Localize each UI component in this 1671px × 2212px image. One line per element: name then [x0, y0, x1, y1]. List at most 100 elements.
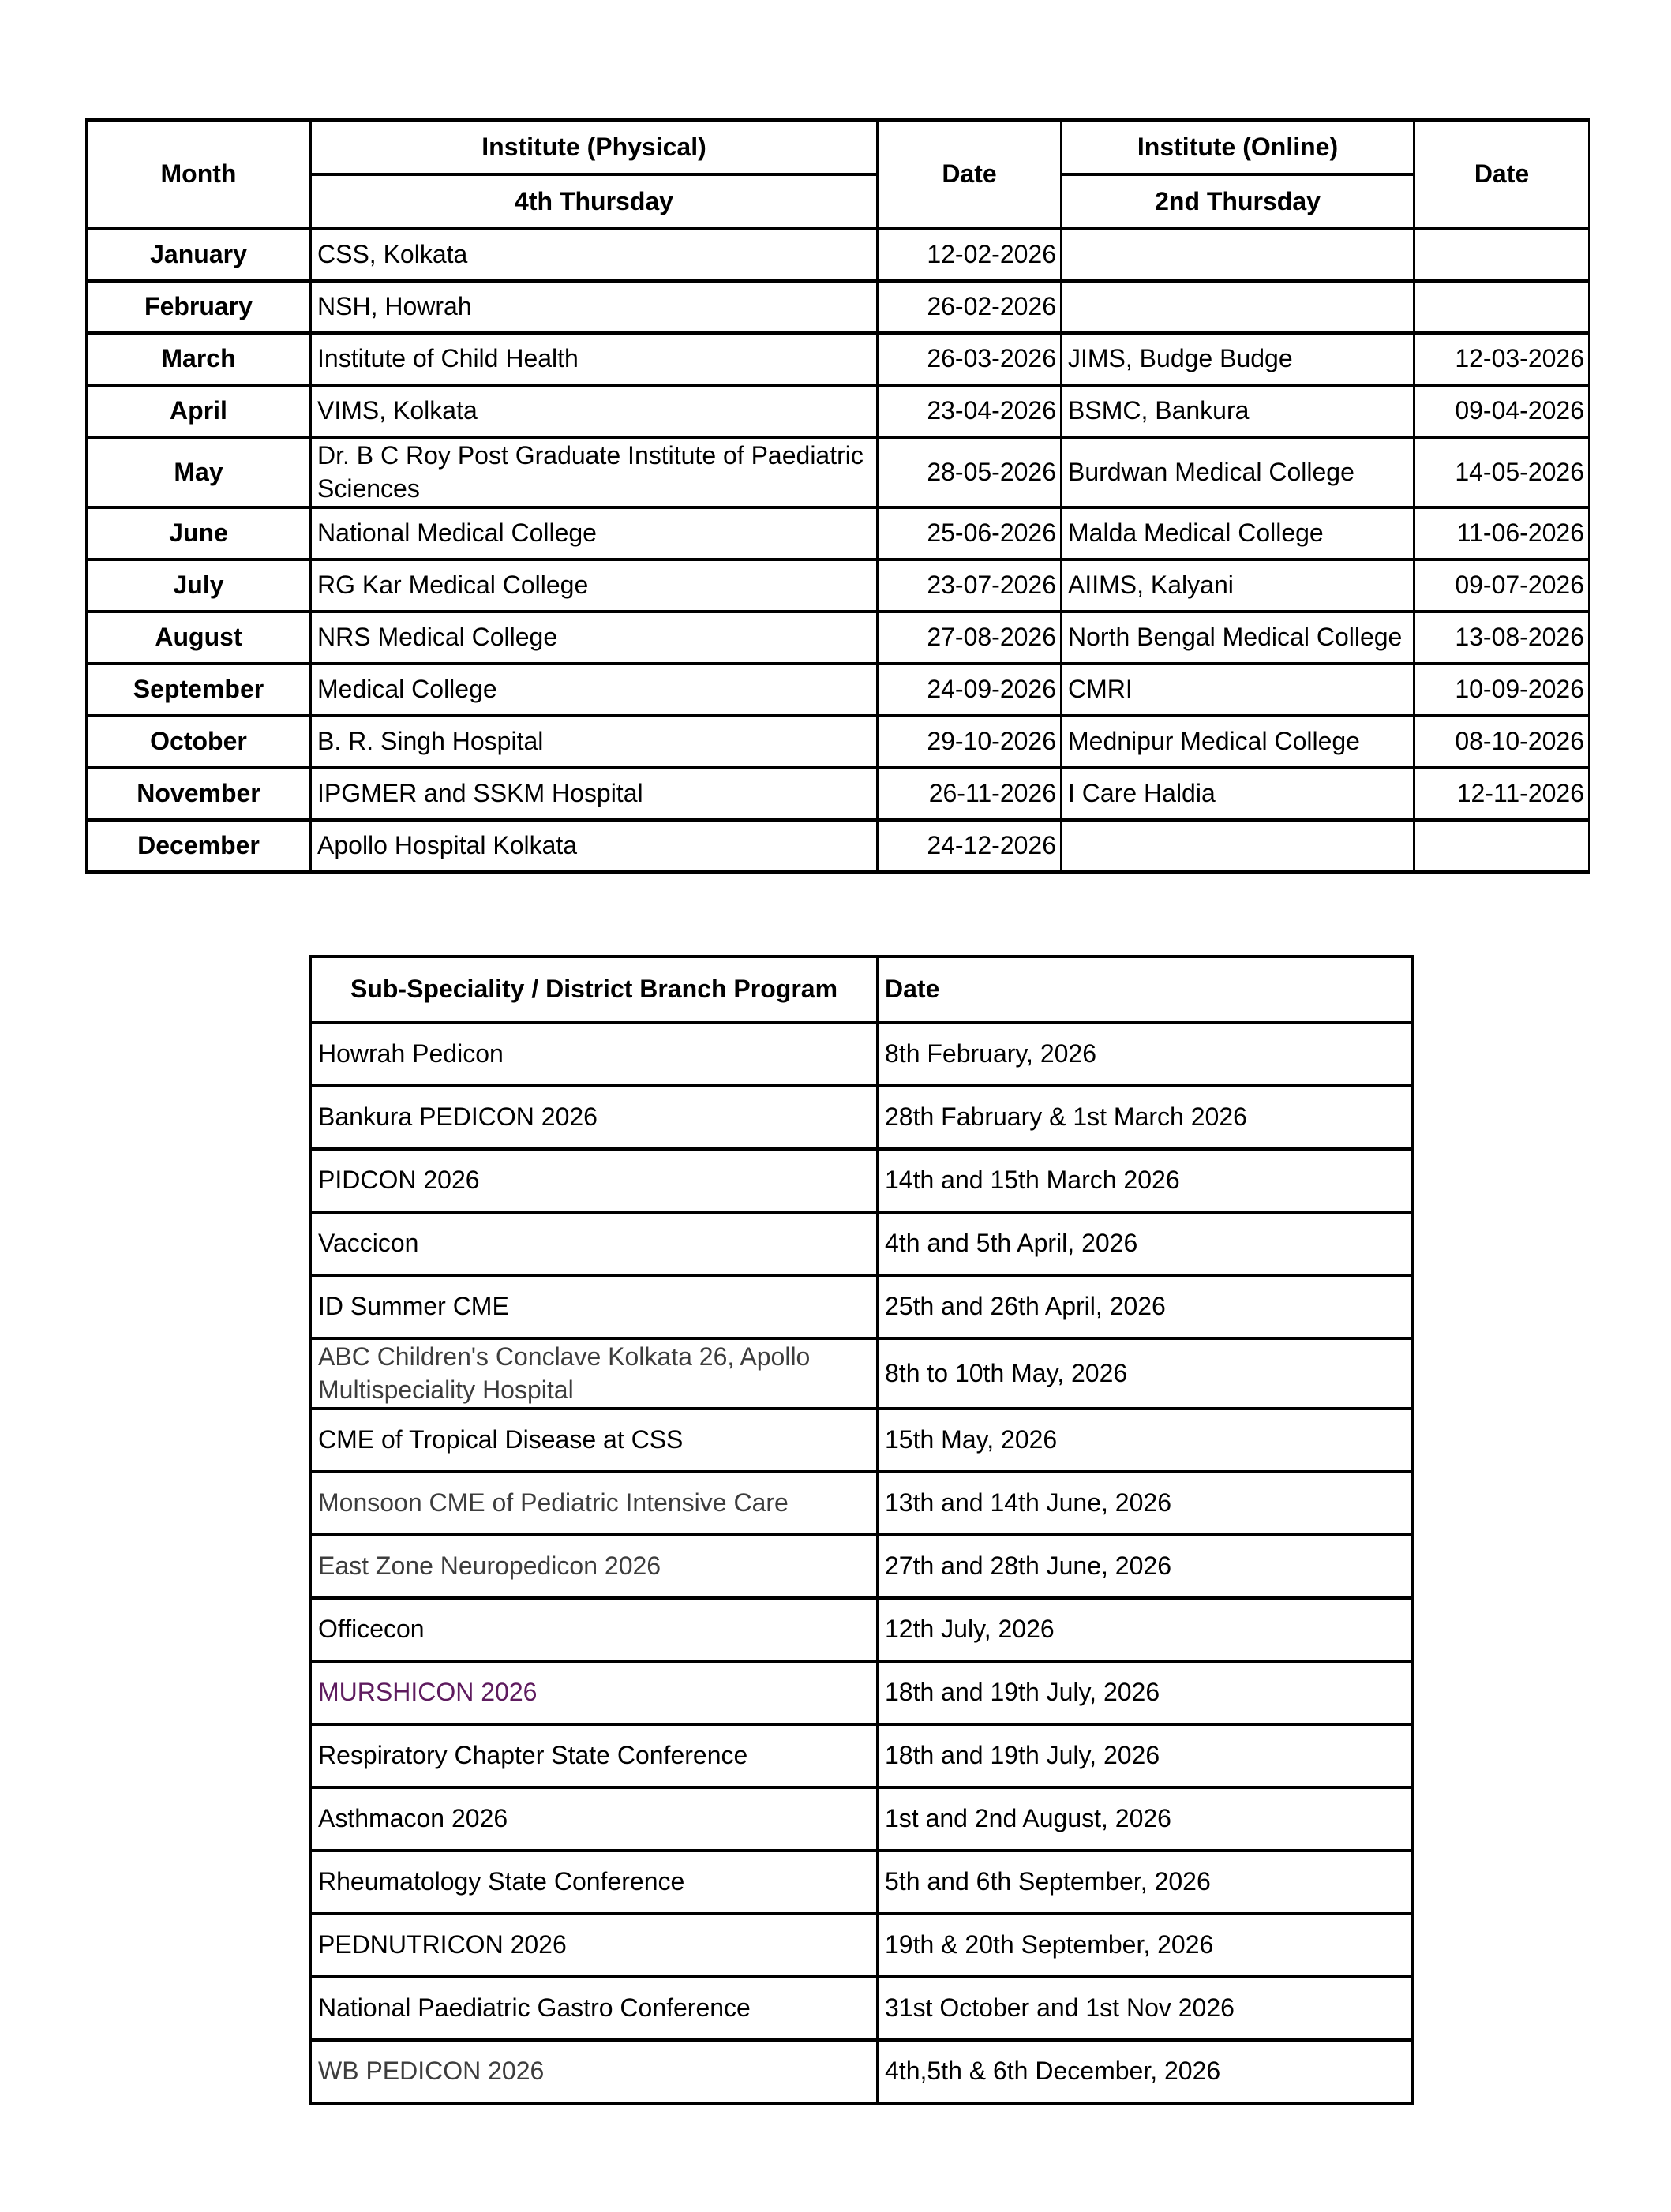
cell-physical-institute: NSH, Howrah — [309, 279, 879, 335]
cell-online-institute: Mednipur Medical College — [1060, 714, 1415, 770]
cell-physical-date: 26-11-2026 — [876, 766, 1062, 822]
monthly-table-body: January CSS, Kolkata 12-02-2026 February NSH… — [85, 227, 1590, 874]
cell-physical-date: 24-09-2026 — [876, 662, 1062, 718]
cell-program-date: 1st and 2nd August, 2026 — [876, 1786, 1414, 1853]
cell-online-date — [1413, 279, 1590, 335]
cell-program: CME of Tropical Disease at CSS — [309, 1407, 879, 1474]
cell-program-date: 25th and 26th April, 2026 — [876, 1274, 1414, 1340]
header-program: Sub-Speciality / District Branch Program — [309, 955, 879, 1024]
cell-physical-date: 24-12-2026 — [876, 818, 1062, 874]
program-table-row: ABC Children's Conclave Kolkata 26, Apol… — [309, 1336, 1414, 1411]
cell-physical-institute: Institute of Child Health — [309, 331, 879, 387]
program-table-row: Rheumatology State Conference 5th and 6th… — [309, 1849, 1414, 1916]
program-table-row: Officecon 12th July, 2026 — [309, 1596, 1414, 1664]
monthly-schedule-table-container: Month Institute (Physical) Date Institut… — [85, 118, 1590, 874]
cell-month: March — [85, 331, 312, 387]
cell-online-institute: AIIMS, Kalyani — [1060, 558, 1415, 614]
cell-online-institute: BSMC, Bankura — [1060, 384, 1415, 439]
program-table-row: Asthmacon 2026 1st and 2nd August, 2026 — [309, 1786, 1414, 1853]
cell-online-date: 08-10-2026 — [1413, 714, 1590, 770]
cell-physical-institute: NRS Medical College — [309, 610, 879, 666]
monthly-table-row: December Apollo Hospital Kolkata 24-12-202… — [85, 818, 1590, 874]
program-table-row: PEDNUTRICON 2026 19th & 20th September, 2… — [309, 1912, 1414, 1979]
program-table-row: Howrah Pedicon 8th February, 2026 — [309, 1021, 1414, 1087]
cell-program-date: 4th,5th & 6th December, 2026 — [876, 2038, 1414, 2105]
cell-program-date: 12th July, 2026 — [876, 1596, 1414, 1664]
cell-program-date: 13th and 14th June, 2026 — [876, 1470, 1414, 1537]
cell-program: Vaccicon — [309, 1211, 879, 1277]
program-table-row: Vaccicon 4th and 5th April, 2026 — [309, 1211, 1414, 1277]
cell-program-date: 5th and 6th September, 2026 — [876, 1849, 1414, 1916]
cell-program-date: 4th and 5th April, 2026 — [876, 1211, 1414, 1277]
monthly-header-row-2: 4th Thursday 2nd Thursday — [87, 173, 1590, 230]
monthly-table-row: January CSS, Kolkata 12-02-2026 — [85, 227, 1590, 283]
cell-physical-institute: VIMS, Kolkata — [309, 384, 879, 439]
cell-online-date: 12-11-2026 — [1413, 766, 1590, 822]
cell-physical-date: 12-02-2026 — [876, 227, 1062, 283]
cell-program: PEDNUTRICON 2026 — [309, 1912, 879, 1979]
monthly-table-row: April VIMS, Kolkata 23-04-2026 BSMC, Bankur… — [85, 384, 1590, 439]
monthly-table-row: August NRS Medical College 27-08-2026 North… — [85, 610, 1590, 666]
cell-program: ID Summer CME — [309, 1274, 879, 1340]
program-table-row: National Paediatric Gastro Conference 31s… — [309, 1975, 1414, 2042]
cell-physical-institute: IPGMER and SSKM Hospital — [309, 766, 879, 822]
cell-online-institute: CMRI — [1060, 662, 1415, 718]
cell-month: August — [85, 610, 312, 666]
cell-physical-date: 25-06-2026 — [876, 506, 1062, 562]
monthly-table-row: June National Medical College 25-06-2026 Ma… — [85, 506, 1590, 562]
cell-physical-date: 23-04-2026 — [876, 384, 1062, 439]
monthly-table-row: October B. R. Singh Hospital 29-10-2026 Med… — [85, 714, 1590, 770]
cell-online-date: 14-05-2026 — [1413, 435, 1590, 510]
monthly-table-row: November IPGMER and SSKM Hospital 26-11-20… — [85, 766, 1590, 822]
header-4th-thursday: 4th Thursday — [309, 173, 879, 230]
cell-physical-date: 26-03-2026 — [876, 331, 1062, 387]
program-table-body: Howrah Pedicon 8th February, 2026 Bankura … — [309, 1021, 1414, 2105]
cell-program-date: 15th May, 2026 — [876, 1407, 1414, 1474]
cell-online-date: 10-09-2026 — [1413, 662, 1590, 718]
cell-program-date: 31st October and 1st Nov 2026 — [876, 1975, 1414, 2042]
cell-program: Bankura PEDICON 2026 — [309, 1084, 879, 1151]
cell-online-date — [1413, 818, 1590, 874]
program-table-row: Monsoon CME of Pediatric Intensive Care 1… — [309, 1470, 1414, 1537]
cell-online-date: 11-06-2026 — [1413, 506, 1590, 562]
cell-physical-date: 26-02-2026 — [876, 279, 1062, 335]
cell-physical-date: 27-08-2026 — [876, 610, 1062, 666]
cell-program-date: 19th & 20th September, 2026 — [876, 1912, 1414, 1979]
cell-online-institute — [1060, 227, 1415, 283]
cell-program-date: 14th and 15th March 2026 — [876, 1147, 1414, 1214]
cell-online-institute — [1060, 818, 1415, 874]
cell-month: September — [85, 662, 312, 718]
cell-physical-date: 29-10-2026 — [876, 714, 1062, 770]
cell-program: MURSHICON 2026 — [309, 1660, 879, 1727]
cell-physical-institute: RG Kar Medical College — [309, 558, 879, 614]
cell-program: PIDCON 2026 — [309, 1147, 879, 1214]
cell-physical-institute: Medical College — [309, 662, 879, 718]
cell-program: East Zone Neuropedicon 2026 — [309, 1533, 879, 1600]
cell-physical-institute: CSS, Kolkata — [309, 227, 879, 283]
cell-month: May — [85, 435, 312, 510]
cell-program: WB PEDICON 2026 — [309, 2038, 879, 2105]
cell-online-institute: Burdwan Medical College — [1060, 435, 1415, 510]
cell-month: January — [85, 227, 312, 283]
cell-online-date — [1413, 227, 1590, 283]
cell-online-institute: Malda Medical College — [1060, 506, 1415, 562]
monthly-header-row-1: Month Institute (Physical) Date Institut… — [85, 118, 1590, 230]
cell-program-date: 8th to 10th May, 2026 — [876, 1336, 1414, 1411]
monthly-schedule-table: Month Institute (Physical) Date Institut… — [85, 118, 1590, 874]
cell-physical-institute: National Medical College — [309, 506, 879, 562]
cell-program: Howrah Pedicon — [309, 1021, 879, 1087]
cell-online-date: 13-08-2026 — [1413, 610, 1590, 666]
cell-physical-institute: Dr. B C Roy Post Graduate Institute of P… — [309, 435, 879, 510]
cell-program-date: 18th and 19th July, 2026 — [876, 1723, 1414, 1790]
program-table-row: Respiratory Chapter State Conference 18th… — [309, 1723, 1414, 1790]
program-table-row: WB PEDICON 2026 4th,5th & 6th December, 2… — [309, 2038, 1414, 2105]
program-table-header: Sub-Speciality / District Branch Program… — [309, 955, 1414, 1024]
cell-program: Respiratory Chapter State Conference — [309, 1723, 879, 1790]
monthly-table-row: February NSH, Howrah 26-02-2026 — [85, 279, 1590, 335]
cell-online-date: 09-04-2026 — [1413, 384, 1590, 439]
cell-month: February — [85, 279, 312, 335]
cell-month: April — [85, 384, 312, 439]
header-date-online: Date — [1413, 118, 1590, 230]
program-table-row: Bankura PEDICON 2026 28th Fabruary & 1st … — [309, 1084, 1414, 1151]
